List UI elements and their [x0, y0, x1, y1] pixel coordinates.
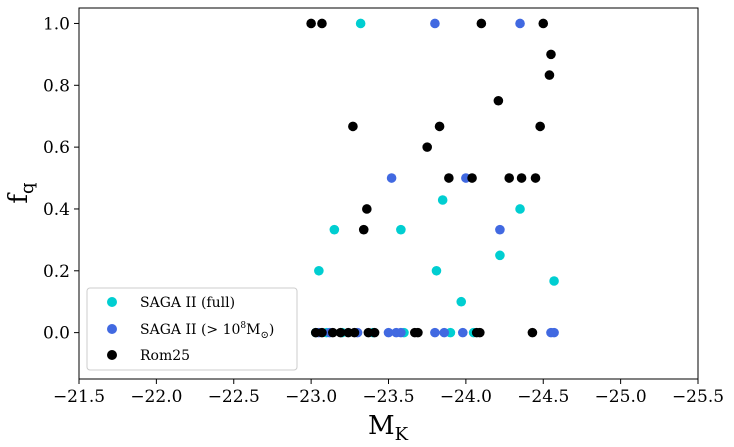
x-tick-label: −24.5	[517, 387, 569, 407]
saga-full-point	[431, 265, 442, 276]
rom25-point	[504, 173, 515, 183]
y-tick-label: 0.8	[43, 76, 70, 96]
rom25-point	[362, 204, 372, 214]
x-tick-label: −23.0	[285, 387, 337, 407]
rom25-point	[467, 173, 477, 183]
y-tick-label: 0.6	[43, 138, 70, 158]
saga-massive-point	[439, 327, 450, 338]
rom25-point	[476, 18, 487, 29]
rom25-point	[434, 121, 445, 132]
saga-full-point	[314, 265, 324, 276]
saga-full-point	[456, 296, 467, 307]
legend-swatch-rom25	[107, 350, 117, 360]
x-tick-label: −25.5	[672, 387, 724, 407]
rom25-point	[348, 121, 358, 132]
rom25-point	[475, 327, 485, 338]
saga-massive-point	[515, 18, 525, 29]
saga-massive-point	[386, 173, 397, 183]
saga-massive-point	[457, 327, 468, 338]
x-tick-label: −24.0	[440, 387, 492, 407]
x-tick-label: −23.5	[362, 387, 414, 407]
legend-entry-rom25: Rom25	[140, 348, 190, 364]
x-tick-label: −25.0	[595, 387, 647, 407]
x-tick-label: −22.0	[130, 387, 182, 407]
rom25-point	[516, 173, 527, 183]
rom25-point	[327, 327, 338, 338]
rom25-point	[306, 18, 316, 29]
saga-massive-point	[383, 327, 394, 338]
saga-full-point	[396, 224, 406, 235]
saga-massive-point	[430, 327, 440, 338]
saga-full-point	[355, 18, 366, 29]
rom25-point	[413, 327, 423, 338]
rom25-point	[544, 70, 555, 80]
legend-box	[86, 287, 298, 371]
y-tick-label: 0.4	[43, 200, 70, 220]
saga-full-point	[495, 250, 505, 261]
rom25-point	[358, 224, 369, 235]
saga-full-point	[549, 276, 559, 286]
x-axis-label-subscript: K	[395, 424, 409, 445]
legend-swatch-saga-full	[107, 297, 117, 307]
saga-massive-point	[549, 327, 559, 338]
y-tick-label: 0.0	[43, 324, 70, 344]
axis-ticks: −21.5 −22.0 −22.5 −23.0 −23.5 −24.0 −24.5 −25.0…	[43, 14, 724, 407]
x-tick-label: −21.5	[53, 387, 105, 407]
legend-swatch-saga-massive	[107, 324, 117, 334]
x-tick-label: −22.5	[208, 387, 260, 407]
rom25-point	[546, 49, 556, 60]
plot-area	[306, 18, 559, 338]
y-tick-label: 0.2	[43, 262, 70, 282]
rom25-point	[444, 173, 454, 183]
rom25-point	[493, 95, 504, 106]
x-axis-label: MK	[368, 411, 409, 445]
legend: SAGA II (full) SAGA II (> 108M⊙) Rom25	[86, 287, 298, 371]
rom25-point	[535, 121, 545, 132]
saga-full-point	[515, 204, 525, 214]
legend-entry-saga-full: SAGA II (full)	[140, 295, 235, 311]
saga-full-point	[329, 224, 340, 235]
rom25-point	[530, 173, 541, 183]
y-axis-label: fq	[4, 182, 38, 203]
rom25-point	[369, 327, 380, 338]
y-tick-label: 1.0	[43, 14, 70, 34]
saga-massive-point	[495, 224, 505, 235]
rom25-point	[538, 18, 549, 29]
rom25-point	[527, 327, 538, 338]
saga-full-point	[437, 195, 448, 205]
y-axis-label-subscript: q	[17, 182, 38, 194]
rom25-point	[349, 327, 360, 338]
rom25-point	[317, 327, 327, 338]
saga-massive-point	[430, 18, 440, 29]
saga-massive-point	[396, 327, 406, 338]
rom25-point	[317, 18, 327, 29]
rom25-point	[335, 327, 346, 338]
rom25-point	[422, 142, 432, 152]
legend-entry-saga-massive: SAGA II (> 108M⊙)	[140, 321, 274, 341]
